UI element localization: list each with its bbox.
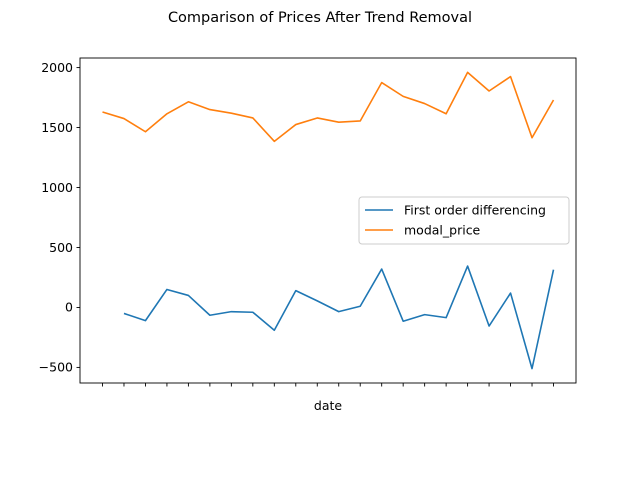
legend-label: modal_price — [404, 223, 481, 238]
chart-title: Comparison of Prices After Trend Removal — [168, 10, 472, 26]
series-line-1 — [123, 265, 555, 370]
y-tick-label: 1500 — [41, 120, 73, 135]
legend: First order differencing modal_price — [358, 196, 570, 245]
y-tick-label: 0 — [65, 300, 73, 315]
x-axis-label: date — [314, 398, 342, 413]
y-tick-label: −500 — [39, 360, 73, 375]
y-tick-label: 2000 — [41, 60, 73, 75]
legend-label: First order differencing — [404, 203, 546, 218]
y-tick-label: 1000 — [41, 180, 73, 195]
y-tick-label: 500 — [49, 240, 73, 255]
axes-layer: −500 0 500 1000 1500 2000 — [39, 60, 554, 387]
series-line-2 — [102, 71, 555, 143]
series-layer — [102, 71, 555, 370]
legend-box — [358, 196, 570, 245]
